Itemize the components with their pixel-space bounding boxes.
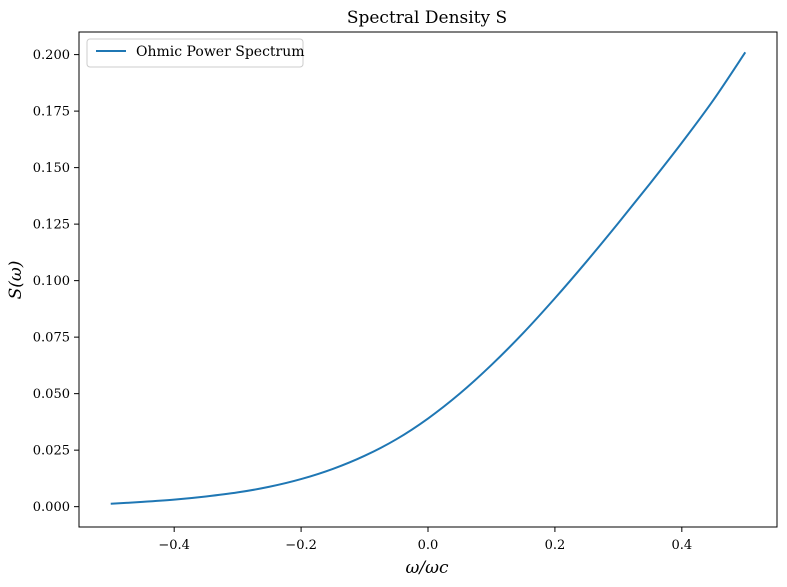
- legend-box: [86, 38, 304, 68]
- x-tick-label: 0.4: [671, 538, 692, 553]
- series-line-ohmic-power-spectrum: [110, 51, 747, 505]
- y-axis-label: S(ω): [6, 261, 26, 300]
- y-tick-label: 0.150: [33, 161, 70, 176]
- y-axis-ticks: 0.000 0.025 0.050 0.075 0.100 0.125 0.150 0.175…: [33, 48, 79, 515]
- legend: Ohmic Power Spectrum: [86, 38, 305, 68]
- y-tick-label: 0.200: [33, 48, 70, 63]
- y-tick-label: 0.025: [33, 444, 70, 459]
- x-axis-label: ω/ωc: [406, 558, 449, 578]
- x-tick-label: 0.2: [545, 538, 566, 553]
- y-tick-label: 0.050: [33, 387, 70, 402]
- x-axis-ticks: −0.4 −0.2 0.0 0.2 0.4: [158, 527, 692, 553]
- x-tick-label: 0.0: [418, 538, 439, 553]
- y-tick-label: 0.175: [33, 105, 70, 120]
- x-tick-label: −0.4: [158, 538, 190, 553]
- plot-area: −0.4 −0.2 0.0 0.2 0.4 0.0000.0250.0500.0750.…: [33, 31, 778, 553]
- y-tick-label: 0.125: [33, 218, 70, 233]
- y-tick-label: 0.000: [33, 500, 70, 515]
- y-tick-label: 0.075: [33, 331, 70, 346]
- x-tick-label: −0.2: [285, 538, 317, 553]
- y-tick-label: 0.100: [33, 274, 70, 289]
- chart-title: Spectral Density S: [347, 8, 507, 28]
- legend-label: Ohmic Power Spectrum: [136, 44, 305, 60]
